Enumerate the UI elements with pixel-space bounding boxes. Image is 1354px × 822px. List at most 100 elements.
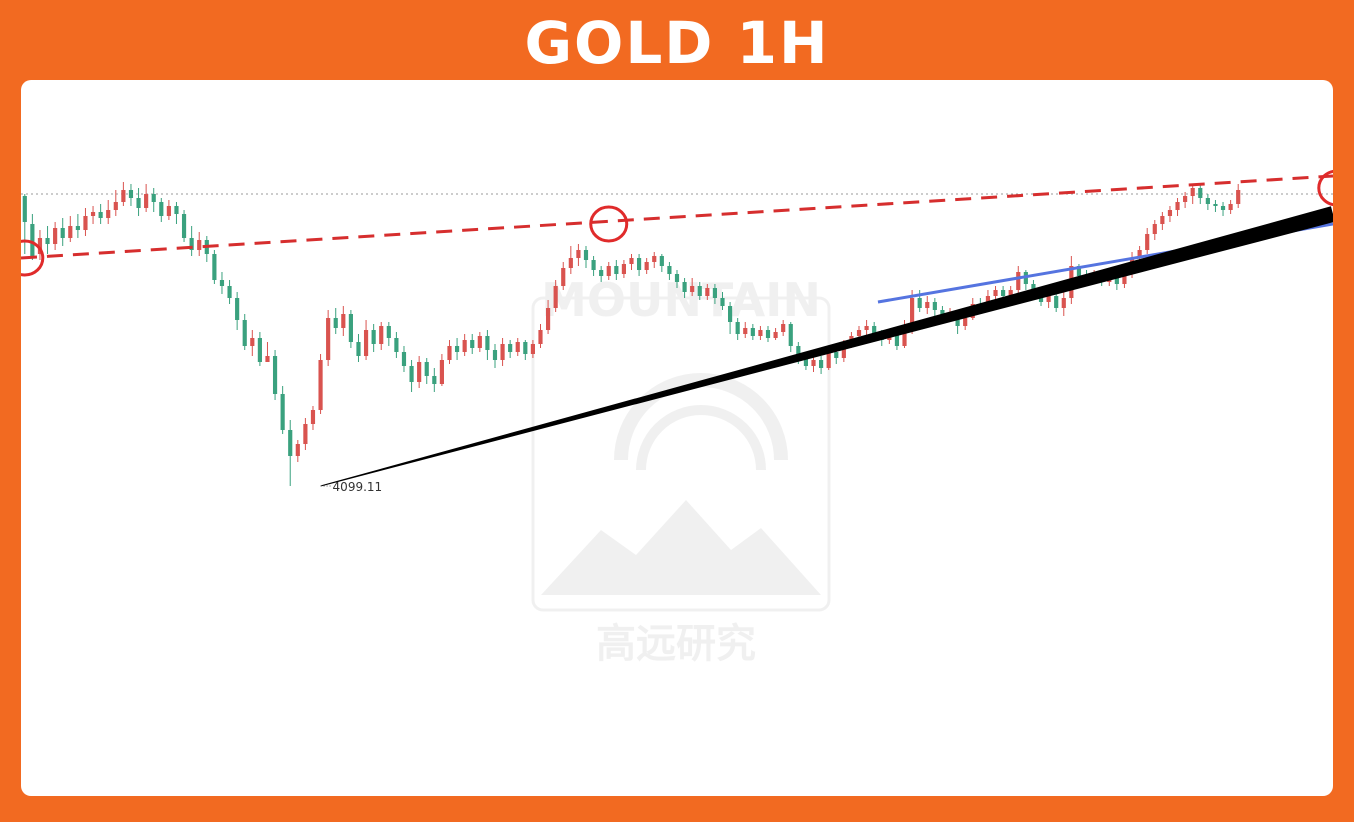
candle-up: [705, 288, 710, 296]
candle-up: [629, 258, 634, 264]
candle-down: [485, 336, 490, 350]
candle-up: [68, 226, 73, 238]
candle-up: [856, 330, 862, 336]
candle-down: [803, 358, 809, 366]
candle-down: [470, 340, 475, 348]
support-trendline: [320, 206, 1333, 487]
candle-up: [439, 360, 444, 384]
candle-down: [189, 238, 194, 250]
candle-up: [538, 330, 543, 344]
candle-down: [659, 256, 664, 266]
candle-up: [265, 356, 270, 362]
candle-up: [530, 344, 535, 354]
candle-down: [272, 356, 278, 394]
candle-down: [242, 320, 247, 346]
candle-up: [621, 264, 626, 274]
candle-up: [576, 250, 581, 258]
candle-up: [925, 302, 930, 308]
candle-up: [113, 202, 118, 210]
candle-down: [796, 346, 801, 358]
candle-up: [553, 286, 558, 308]
candle-up: [993, 290, 998, 296]
candle-down: [371, 330, 376, 344]
candlestick-chart[interactable]: MOUNTAIN 高远研究 4099.11: [21, 80, 1333, 796]
candle-up: [53, 228, 58, 244]
candle-up: [1008, 290, 1013, 296]
candle-up: [197, 240, 202, 250]
candle-down: [735, 322, 740, 334]
candle-up: [561, 268, 566, 286]
candle-down: [22, 196, 27, 222]
candle-up: [1175, 202, 1180, 210]
candle-up: [295, 444, 300, 456]
touch-marker-circle: [589, 205, 629, 243]
candle-down: [720, 298, 725, 306]
candle-up: [417, 362, 422, 382]
candle-down: [750, 328, 755, 336]
candle-down: [1001, 290, 1006, 296]
candle-down: [599, 270, 604, 276]
candle-up: [864, 326, 869, 330]
candle-down: [834, 352, 839, 358]
candle-down: [136, 198, 141, 208]
candle-up: [1183, 196, 1188, 202]
candle-down: [235, 298, 240, 320]
candle-down: [697, 286, 702, 296]
overlays: [21, 169, 1333, 487]
candle-up: [1046, 296, 1051, 302]
candle-up: [743, 328, 748, 334]
candle-up: [652, 256, 657, 262]
chart-title: GOLD 1H: [524, 9, 830, 77]
candle-down: [1054, 296, 1059, 308]
candle-down: [356, 342, 361, 356]
candle-down: [181, 214, 187, 238]
candle-down: [454, 346, 460, 352]
candle-up: [477, 336, 482, 348]
candle-up: [910, 298, 915, 330]
candle-up: [902, 330, 907, 346]
candle-down: [212, 254, 217, 280]
candle-up: [1016, 272, 1021, 290]
candle-down: [394, 338, 399, 352]
candle-down: [674, 274, 680, 282]
candle-down: [682, 282, 687, 292]
candle-up: [106, 210, 111, 218]
candle-up: [568, 258, 573, 268]
candle-up: [644, 262, 649, 270]
candle-up: [841, 344, 846, 358]
candle-down: [591, 260, 596, 270]
candle-down: [765, 330, 771, 338]
candle-up: [363, 330, 369, 356]
candle-up: [1137, 250, 1142, 258]
candle-down: [492, 350, 498, 360]
chart-panel[interactable]: MOUNTAIN 高远研究 4099.11: [21, 80, 1333, 796]
candle-up: [144, 194, 149, 208]
candle-down: [1198, 188, 1203, 198]
candle-down: [280, 394, 285, 430]
candle-down: [917, 298, 922, 308]
candle-down: [219, 280, 225, 286]
candle-up: [1160, 216, 1165, 224]
candle-up: [250, 338, 255, 346]
candle-down: [174, 206, 179, 214]
candle-up: [90, 212, 96, 216]
candle-up: [1236, 190, 1241, 204]
candle-down: [159, 202, 164, 216]
candle-up: [341, 314, 346, 328]
candle-down: [333, 318, 338, 328]
candle-down: [1031, 284, 1036, 292]
candle-down: [894, 334, 900, 346]
candle-up: [811, 360, 816, 366]
candle-up: [515, 342, 520, 352]
candle-down: [667, 266, 672, 274]
candle-up: [83, 216, 88, 230]
candle-up: [500, 344, 505, 360]
candle-down: [872, 326, 877, 334]
candle-down: [1114, 276, 1119, 284]
candle-up: [166, 206, 171, 216]
candle-down: [1205, 198, 1210, 204]
candle-down: [728, 306, 733, 322]
candle-down: [288, 430, 293, 456]
candle-up: [462, 340, 467, 352]
